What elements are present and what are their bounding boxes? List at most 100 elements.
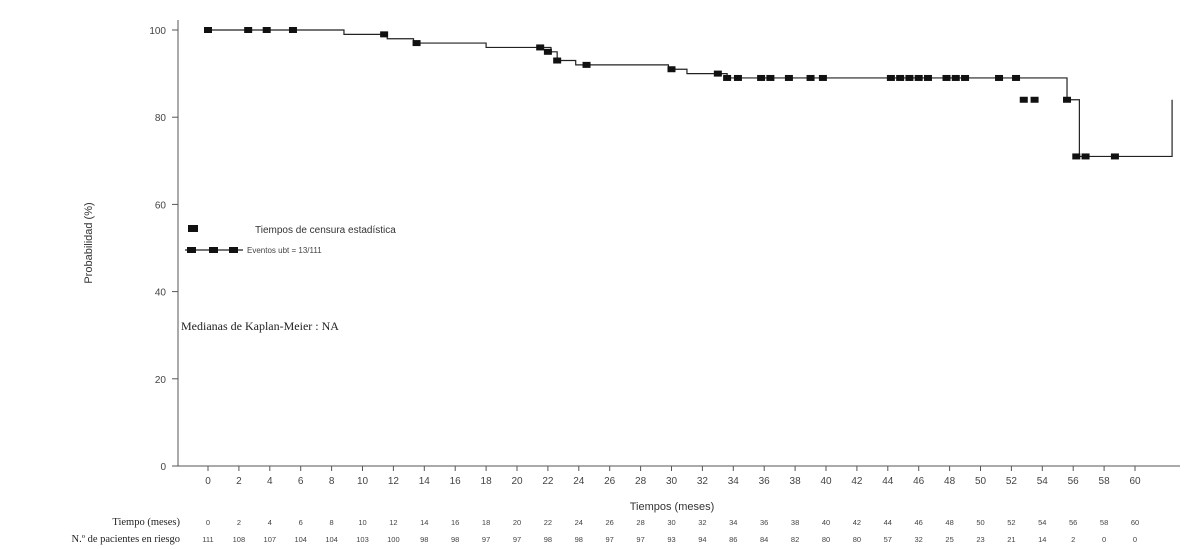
y-ticks: 0 20 40 60 80 100 <box>149 26 178 473</box>
risk-count-value: 98 <box>575 535 583 544</box>
x-tick-label: 24 <box>573 476 585 487</box>
risk-time-value: 32 <box>698 518 706 527</box>
risk-time-value: 24 <box>575 518 583 527</box>
x-tick-label: 60 <box>1129 476 1141 487</box>
risk-time-value: 6 <box>299 518 303 527</box>
censor-mark <box>818 74 827 81</box>
censor-mark <box>412 40 421 47</box>
censor-mark <box>1081 153 1090 160</box>
censor-mark <box>995 74 1004 81</box>
risk-table: Tiempo (meses) N.º de pacientes en riesg… <box>71 517 1139 545</box>
median-annotation: Medianas de Kaplan-Meier : NA <box>181 319 339 333</box>
censor-mark <box>951 74 960 81</box>
x-tick-label: 4 <box>267 476 273 487</box>
legend-series-marker <box>209 247 218 253</box>
risk-count-value: 84 <box>760 535 768 544</box>
legend-series-marker <box>229 247 238 253</box>
legend-censor-marker <box>188 225 198 232</box>
x-tick-label: 54 <box>1037 476 1049 487</box>
x-ticks: 0 2 4 6 8 10 12 14 16 18 20 22 24 26 28 30 32 34 36 38 40 42 4… <box>205 466 1141 487</box>
risk-time-value: 30 <box>667 518 675 527</box>
risk-time-value: 20 <box>513 518 521 527</box>
x-tick-label: 38 <box>790 476 802 487</box>
risk-time-value: 18 <box>482 518 490 527</box>
risk-time-value: 28 <box>636 518 644 527</box>
risk-time-value: 10 <box>358 518 366 527</box>
survival-series <box>204 27 1173 160</box>
censor-mark <box>733 74 742 81</box>
x-tick-label: 32 <box>697 476 709 487</box>
x-tick-label: 58 <box>1099 476 1111 487</box>
y-tick-label: 100 <box>149 26 166 37</box>
legend-series-label: Eventos ubt = 13/111 <box>247 246 322 255</box>
x-tick-label: 0 <box>205 476 211 487</box>
censor-mark <box>582 61 591 68</box>
risk-count-value: 107 <box>264 535 277 544</box>
risk-time-value: 48 <box>945 518 953 527</box>
censor-mark <box>262 27 271 33</box>
y-tick-label: 40 <box>155 288 167 299</box>
legend: Tiempos de censura estadística Eventos u… <box>185 225 396 255</box>
censor-mark <box>886 74 895 81</box>
risk-count-value: 57 <box>884 535 892 544</box>
x-tick-label: 26 <box>604 476 616 487</box>
censor-mark <box>806 74 815 81</box>
survival-curve <box>208 29 1173 158</box>
censor-mark <box>1030 96 1039 103</box>
y-tick-label: 20 <box>155 375 167 386</box>
risk-time-value: 60 <box>1131 518 1139 527</box>
x-tick-label: 34 <box>728 476 740 487</box>
censor-mark <box>713 70 722 77</box>
x-tick-label: 56 <box>1068 476 1080 487</box>
risk-count-value: 23 <box>976 535 984 544</box>
x-tick-label: 52 <box>1006 476 1018 487</box>
risk-time-value: 22 <box>544 518 552 527</box>
risk-time-value: 0 <box>206 518 210 527</box>
risk-count-value: 108 <box>233 535 246 544</box>
censor-mark <box>723 74 732 81</box>
censor-mark <box>1063 96 1072 103</box>
censor-mark <box>543 48 552 55</box>
risk-count-value: 0 <box>1102 535 1106 544</box>
risk-count-value: 103 <box>356 535 369 544</box>
censor-mark <box>1019 96 1028 103</box>
risk-count-value: 94 <box>698 535 706 544</box>
risk-count-value: 97 <box>513 535 521 544</box>
y-axis-label: Probabilidad (%) <box>83 202 95 283</box>
x-tick-label: 48 <box>944 476 956 487</box>
x-tick-label: 20 <box>511 476 523 487</box>
censor-mark <box>766 74 775 81</box>
risk-time-value: 50 <box>976 518 984 527</box>
x-tick-label: 10 <box>357 476 369 487</box>
risk-time-value: 44 <box>884 518 892 527</box>
risk-table-time-label: Tiempo (meses) <box>112 517 180 528</box>
risk-count-value: 97 <box>636 535 644 544</box>
censor-mark <box>553 57 562 64</box>
risk-time-value: 26 <box>606 518 614 527</box>
censor-mark <box>380 31 389 38</box>
x-tick-label: 6 <box>298 476 304 487</box>
legend-series-marker <box>187 247 196 253</box>
risk-table-counts: 111 108 107 104 104 103 100 98 98 97 97 98 98 97 97 93 9… <box>202 535 1137 544</box>
x-tick-label: 12 <box>388 476 400 487</box>
censor-mark <box>961 74 970 81</box>
censor-mark <box>536 44 545 51</box>
x-tick-label: 16 <box>450 476 462 487</box>
risk-count-value: 111 <box>202 535 213 544</box>
censor-mark <box>896 74 905 81</box>
y-tick-label: 80 <box>155 113 167 124</box>
risk-time-value: 8 <box>330 518 334 527</box>
censor-mark <box>667 66 676 73</box>
risk-time-value: 12 <box>389 518 397 527</box>
x-tick-label: 40 <box>820 476 832 487</box>
censor-mark <box>204 27 212 33</box>
risk-time-value: 34 <box>729 518 737 527</box>
risk-count-value: 104 <box>325 535 338 544</box>
x-tick-label: 2 <box>236 476 242 487</box>
censor-mark <box>757 74 766 81</box>
censor-mark <box>942 74 951 81</box>
risk-time-value: 52 <box>1007 518 1015 527</box>
risk-time-value: 46 <box>915 518 923 527</box>
x-tick-label: 46 <box>913 476 925 487</box>
